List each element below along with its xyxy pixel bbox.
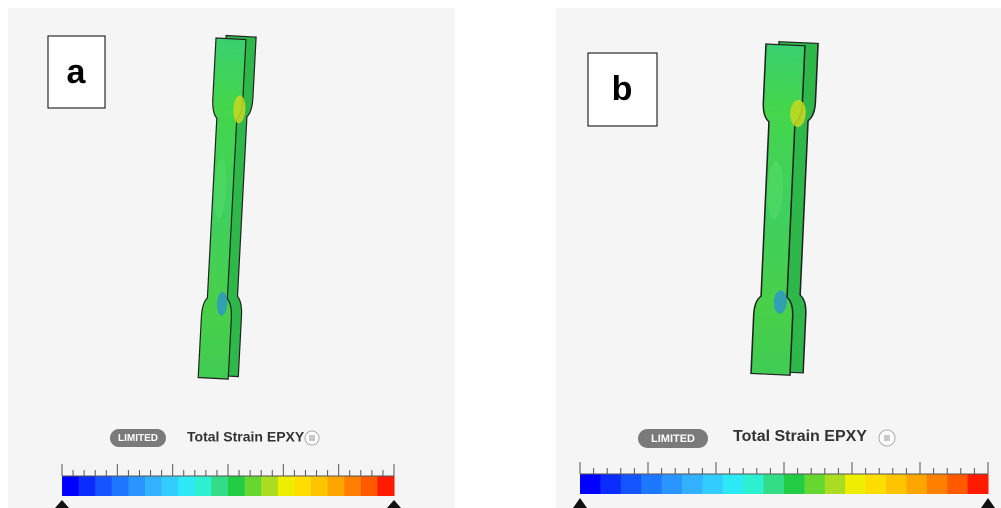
color-bar-segment — [162, 476, 179, 496]
badge-text: LIMITED — [651, 433, 695, 445]
color-bar-segment — [702, 474, 723, 494]
color-bar-segment — [261, 476, 278, 496]
legend-title: Total Strain EPXY — [733, 428, 867, 445]
color-bar-segment — [723, 474, 744, 494]
color-bar-segment — [743, 474, 764, 494]
legend-title: Total Strain EPXY — [187, 429, 305, 445]
color-bar-segment — [112, 476, 129, 496]
color-bar-segment — [278, 476, 295, 496]
color-bar-segment — [328, 476, 345, 496]
color-bar-segment — [682, 474, 703, 494]
color-bar-segment — [580, 474, 601, 494]
panel: b LIMITED Total Strain EPXY — [556, 8, 1001, 508]
color-bar-segment — [195, 476, 212, 496]
color-bar-segment — [600, 474, 621, 494]
color-bar-segment — [344, 476, 361, 496]
color-bar-segment — [662, 474, 683, 494]
color-bar-segment — [294, 476, 311, 496]
color-bar-segment — [845, 474, 866, 494]
color-bar-segment — [145, 476, 162, 496]
color-bar-segment — [211, 476, 228, 496]
color-bar-segment — [245, 476, 262, 496]
panel-label: a — [67, 53, 87, 91]
color-bar-segment — [79, 476, 96, 496]
color-bar-segment — [804, 474, 825, 494]
color-bar-segment — [128, 476, 145, 496]
color-bar-segment — [947, 474, 968, 494]
color-bar-segment — [311, 476, 328, 496]
color-bar-segment — [784, 474, 805, 494]
color-bar-segment — [641, 474, 662, 494]
color-bar-segment — [906, 474, 927, 494]
color-bar-segment — [927, 474, 948, 494]
color-bar-segment — [621, 474, 642, 494]
color-bar-segment — [178, 476, 195, 496]
screenshot: a LIMITED Total Strain EPXY b LIMITED To… — [0, 0, 1001, 508]
panel-label: b — [612, 70, 633, 108]
color-bar-segment — [62, 476, 79, 496]
color-bar-segment — [886, 474, 907, 494]
color-bar-segment — [377, 476, 394, 496]
color-bar-segment — [825, 474, 846, 494]
badge-text: LIMITED — [118, 433, 158, 444]
color-bar-segment — [228, 476, 245, 496]
color-bar-segment — [968, 474, 989, 494]
color-bar-segment — [95, 476, 112, 496]
panel: a LIMITED Total Strain EPXY — [8, 8, 455, 508]
color-bar-segment — [866, 474, 887, 494]
color-bar-segment — [764, 474, 785, 494]
color-bar-segment — [361, 476, 378, 496]
